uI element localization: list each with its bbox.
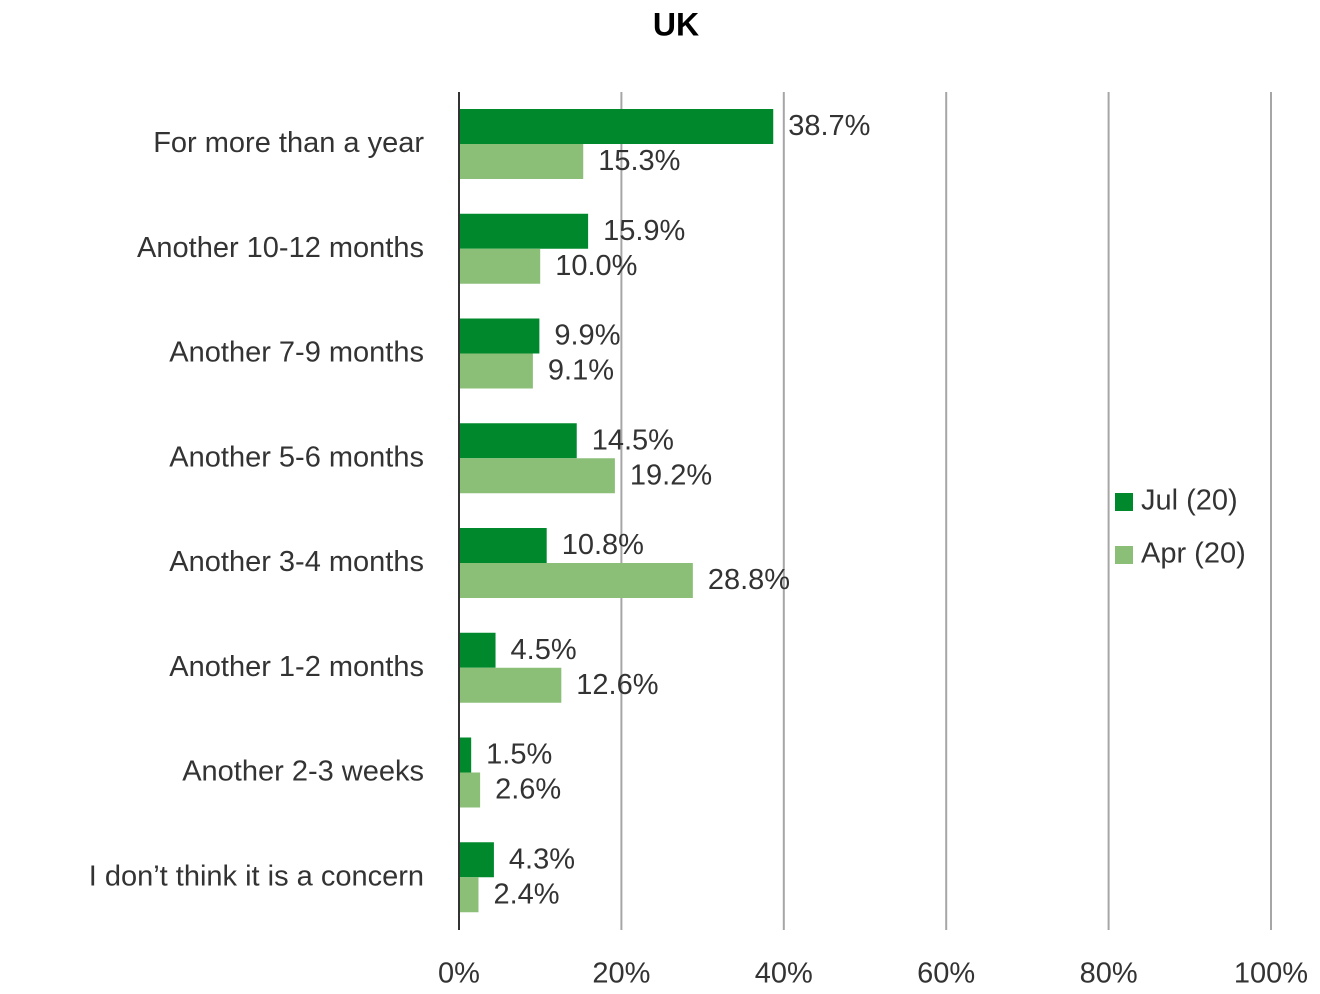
data-label: 4.3% — [509, 843, 575, 875]
chart-title: UK — [653, 6, 699, 42]
bar — [459, 842, 494, 878]
bar — [459, 423, 577, 459]
y-tick-label: Another 5-6 months — [169, 441, 424, 473]
bar — [459, 248, 541, 284]
y-tick-label: Another 1-2 months — [169, 651, 424, 683]
y-tick-label: Another 2-3 weeks — [182, 756, 424, 788]
bar — [459, 213, 589, 249]
y-tick-label: I don’t think it is a concern — [89, 860, 424, 892]
bar — [459, 144, 584, 179]
y-tick-label: Another 3-4 months — [169, 546, 424, 578]
data-label: 19.2% — [630, 459, 712, 491]
x-tick-label: 60% — [917, 958, 975, 990]
bar — [459, 563, 693, 598]
x-tick-label: 40% — [755, 958, 813, 990]
data-label: 1.5% — [486, 739, 552, 771]
y-tick-label: Another 10-12 months — [137, 232, 424, 264]
x-tick-label: 100% — [1234, 958, 1308, 990]
bar — [459, 772, 481, 808]
x-tick-label: 0% — [438, 958, 480, 990]
data-label: 15.3% — [598, 145, 680, 177]
data-label: 28.8% — [708, 564, 790, 596]
data-label: 9.1% — [548, 355, 614, 387]
y-tick-label: For more than a year — [153, 127, 424, 159]
bar — [459, 318, 540, 354]
bar — [459, 632, 496, 668]
data-label: 9.9% — [554, 320, 620, 352]
bar — [459, 458, 615, 494]
bar — [459, 353, 533, 389]
data-label: 2.4% — [493, 878, 559, 910]
legend-label: Jul (20) — [1141, 485, 1238, 517]
data-label: 38.7% — [788, 110, 870, 142]
x-tick-label: 20% — [592, 958, 650, 990]
y-tick-label: Another 7-9 months — [169, 337, 424, 369]
x-tick-label: 80% — [1080, 958, 1138, 990]
data-label: 14.5% — [592, 424, 674, 456]
bar — [459, 528, 547, 563]
bar — [459, 109, 774, 144]
data-label: 12.6% — [576, 669, 658, 701]
legend-swatch — [1115, 493, 1133, 511]
legend-label: Apr (20) — [1141, 538, 1246, 570]
data-label: 10.8% — [562, 529, 644, 561]
bar — [459, 877, 479, 913]
data-label: 4.5% — [511, 634, 577, 666]
legend-swatch — [1115, 546, 1133, 564]
data-label: 10.0% — [555, 250, 637, 282]
data-label: 15.9% — [603, 215, 685, 247]
bar — [459, 667, 562, 703]
data-label: 2.6% — [495, 774, 561, 806]
bar — [459, 737, 472, 773]
